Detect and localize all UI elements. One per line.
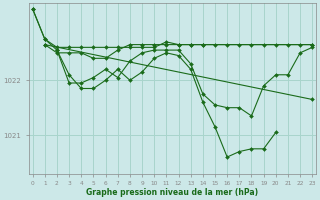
X-axis label: Graphe pression niveau de la mer (hPa): Graphe pression niveau de la mer (hPa) bbox=[86, 188, 259, 197]
